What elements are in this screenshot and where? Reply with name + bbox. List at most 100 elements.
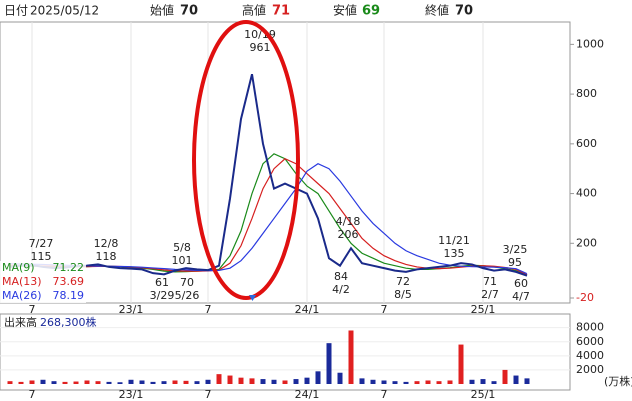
legend-name: MA(13) <box>2 275 42 288</box>
volume-bar <box>95 381 101 384</box>
annotation: 60 <box>514 277 528 290</box>
x-tick-label: 7 <box>29 303 36 316</box>
x-tick-label: 24/1 <box>295 303 320 316</box>
volume-bar <box>293 379 299 384</box>
x-tick-label: 7 <box>381 303 388 316</box>
annotation: 118 <box>96 250 117 263</box>
price-panel <box>0 21 571 304</box>
annotation: 84 <box>334 270 348 283</box>
legend-value: 73.69 <box>53 275 85 288</box>
y-tick-label: 600 <box>576 137 597 150</box>
volume-bar <box>315 371 321 384</box>
volume-subtitle: 268,300株 <box>40 315 97 329</box>
annotation: 5/26 <box>175 289 200 302</box>
annotation: 101 <box>172 254 193 267</box>
volume-bar <box>304 377 310 384</box>
low: 69 <box>362 4 380 19</box>
y-tick-label: -20 <box>576 291 594 304</box>
annotation: 3/25 <box>503 243 528 256</box>
volume-bar <box>249 378 255 384</box>
x-tick-label: 7 <box>205 303 212 316</box>
annotation: 206 <box>338 228 359 241</box>
annotation: 4/18 <box>336 215 361 228</box>
volume-bar <box>359 378 365 384</box>
legend-value: 78.19 <box>53 289 85 302</box>
volume-title: 出来高 <box>4 315 37 329</box>
volume-bar <box>51 381 57 384</box>
annotation: 3/29 <box>150 289 175 302</box>
close-label: 終値 <box>425 3 449 18</box>
annotation: 7/27 <box>29 237 54 250</box>
volume-bar <box>381 380 387 384</box>
volume-bar <box>84 380 90 384</box>
volume-panel <box>0 313 571 391</box>
x-tick-label: 24/1 <box>295 388 320 401</box>
high-label: 高値 <box>242 3 266 18</box>
volume-bar <box>150 381 156 384</box>
volume-bar <box>513 375 519 384</box>
volume-bar <box>392 381 398 384</box>
legend-value: 71.22 <box>53 261 85 274</box>
annotation: 70 <box>180 276 194 289</box>
volume-bar <box>502 369 508 384</box>
volume-bar <box>18 381 24 384</box>
legend-box <box>0 275 86 289</box>
x-tick-label: 25/1 <box>471 388 496 401</box>
volume-bar <box>194 381 200 384</box>
volume-bar <box>40 379 46 384</box>
annotation: 11/21 <box>438 234 470 247</box>
annotation: 2/7 <box>481 288 499 301</box>
x-tick-label: 7 <box>381 388 388 401</box>
x-tick-label: 7 <box>205 388 212 401</box>
volume-bar <box>106 381 112 384</box>
annotation: 135 <box>444 247 465 260</box>
annotation: 12/8 <box>94 237 119 250</box>
date-label: 日付 <box>4 4 28 18</box>
low-label: 安値 <box>333 3 357 18</box>
volume-bar <box>172 380 178 384</box>
volume-bar <box>370 379 376 384</box>
volume-bar <box>469 379 475 384</box>
volume-bar <box>414 381 420 384</box>
annotation: 71 <box>483 275 497 288</box>
volume-bar <box>271 379 277 384</box>
volume-bar <box>326 343 332 384</box>
x-tick-label: 25/1 <box>471 303 496 316</box>
volume-bar <box>480 379 486 384</box>
legend-name: MA(26) <box>2 289 42 302</box>
ma-line <box>9 163 528 275</box>
volume-bar <box>73 381 79 384</box>
volume-bar <box>491 381 497 384</box>
volume-bar <box>62 381 68 384</box>
legend-box <box>0 289 86 303</box>
y-tick-label: 400 <box>576 187 597 200</box>
volume-bar <box>7 381 13 384</box>
volume-bar <box>447 380 453 384</box>
volume-bar <box>458 344 464 384</box>
date: 2025/05/12 <box>30 4 99 18</box>
y-tick-label: 800 <box>576 87 597 100</box>
marker <box>249 295 256 301</box>
volume-bar <box>205 379 211 384</box>
volume-bar <box>425 380 431 384</box>
volume-bar <box>403 381 409 384</box>
x-tick-label: 23/1 <box>119 388 144 401</box>
highlight-ring <box>192 20 300 300</box>
legend-name: MA(9) <box>2 261 35 274</box>
volume-bar <box>128 379 134 384</box>
annotation: 4/7 <box>512 290 530 303</box>
y-tick-label: 6000 <box>576 335 604 348</box>
volume-bar <box>524 378 530 384</box>
price-line <box>9 73 528 277</box>
annotation: 61 <box>155 276 169 289</box>
y-tick-label: 2000 <box>576 363 604 376</box>
x-tick-label: 7 <box>29 388 36 401</box>
volume-bar <box>348 330 354 384</box>
volume-bar <box>337 372 343 384</box>
open: 70 <box>180 4 198 19</box>
y-tick-label: 200 <box>576 236 597 249</box>
annotation: 961 <box>250 41 271 54</box>
volume-bar <box>436 381 442 384</box>
volume-bar <box>117 382 123 384</box>
